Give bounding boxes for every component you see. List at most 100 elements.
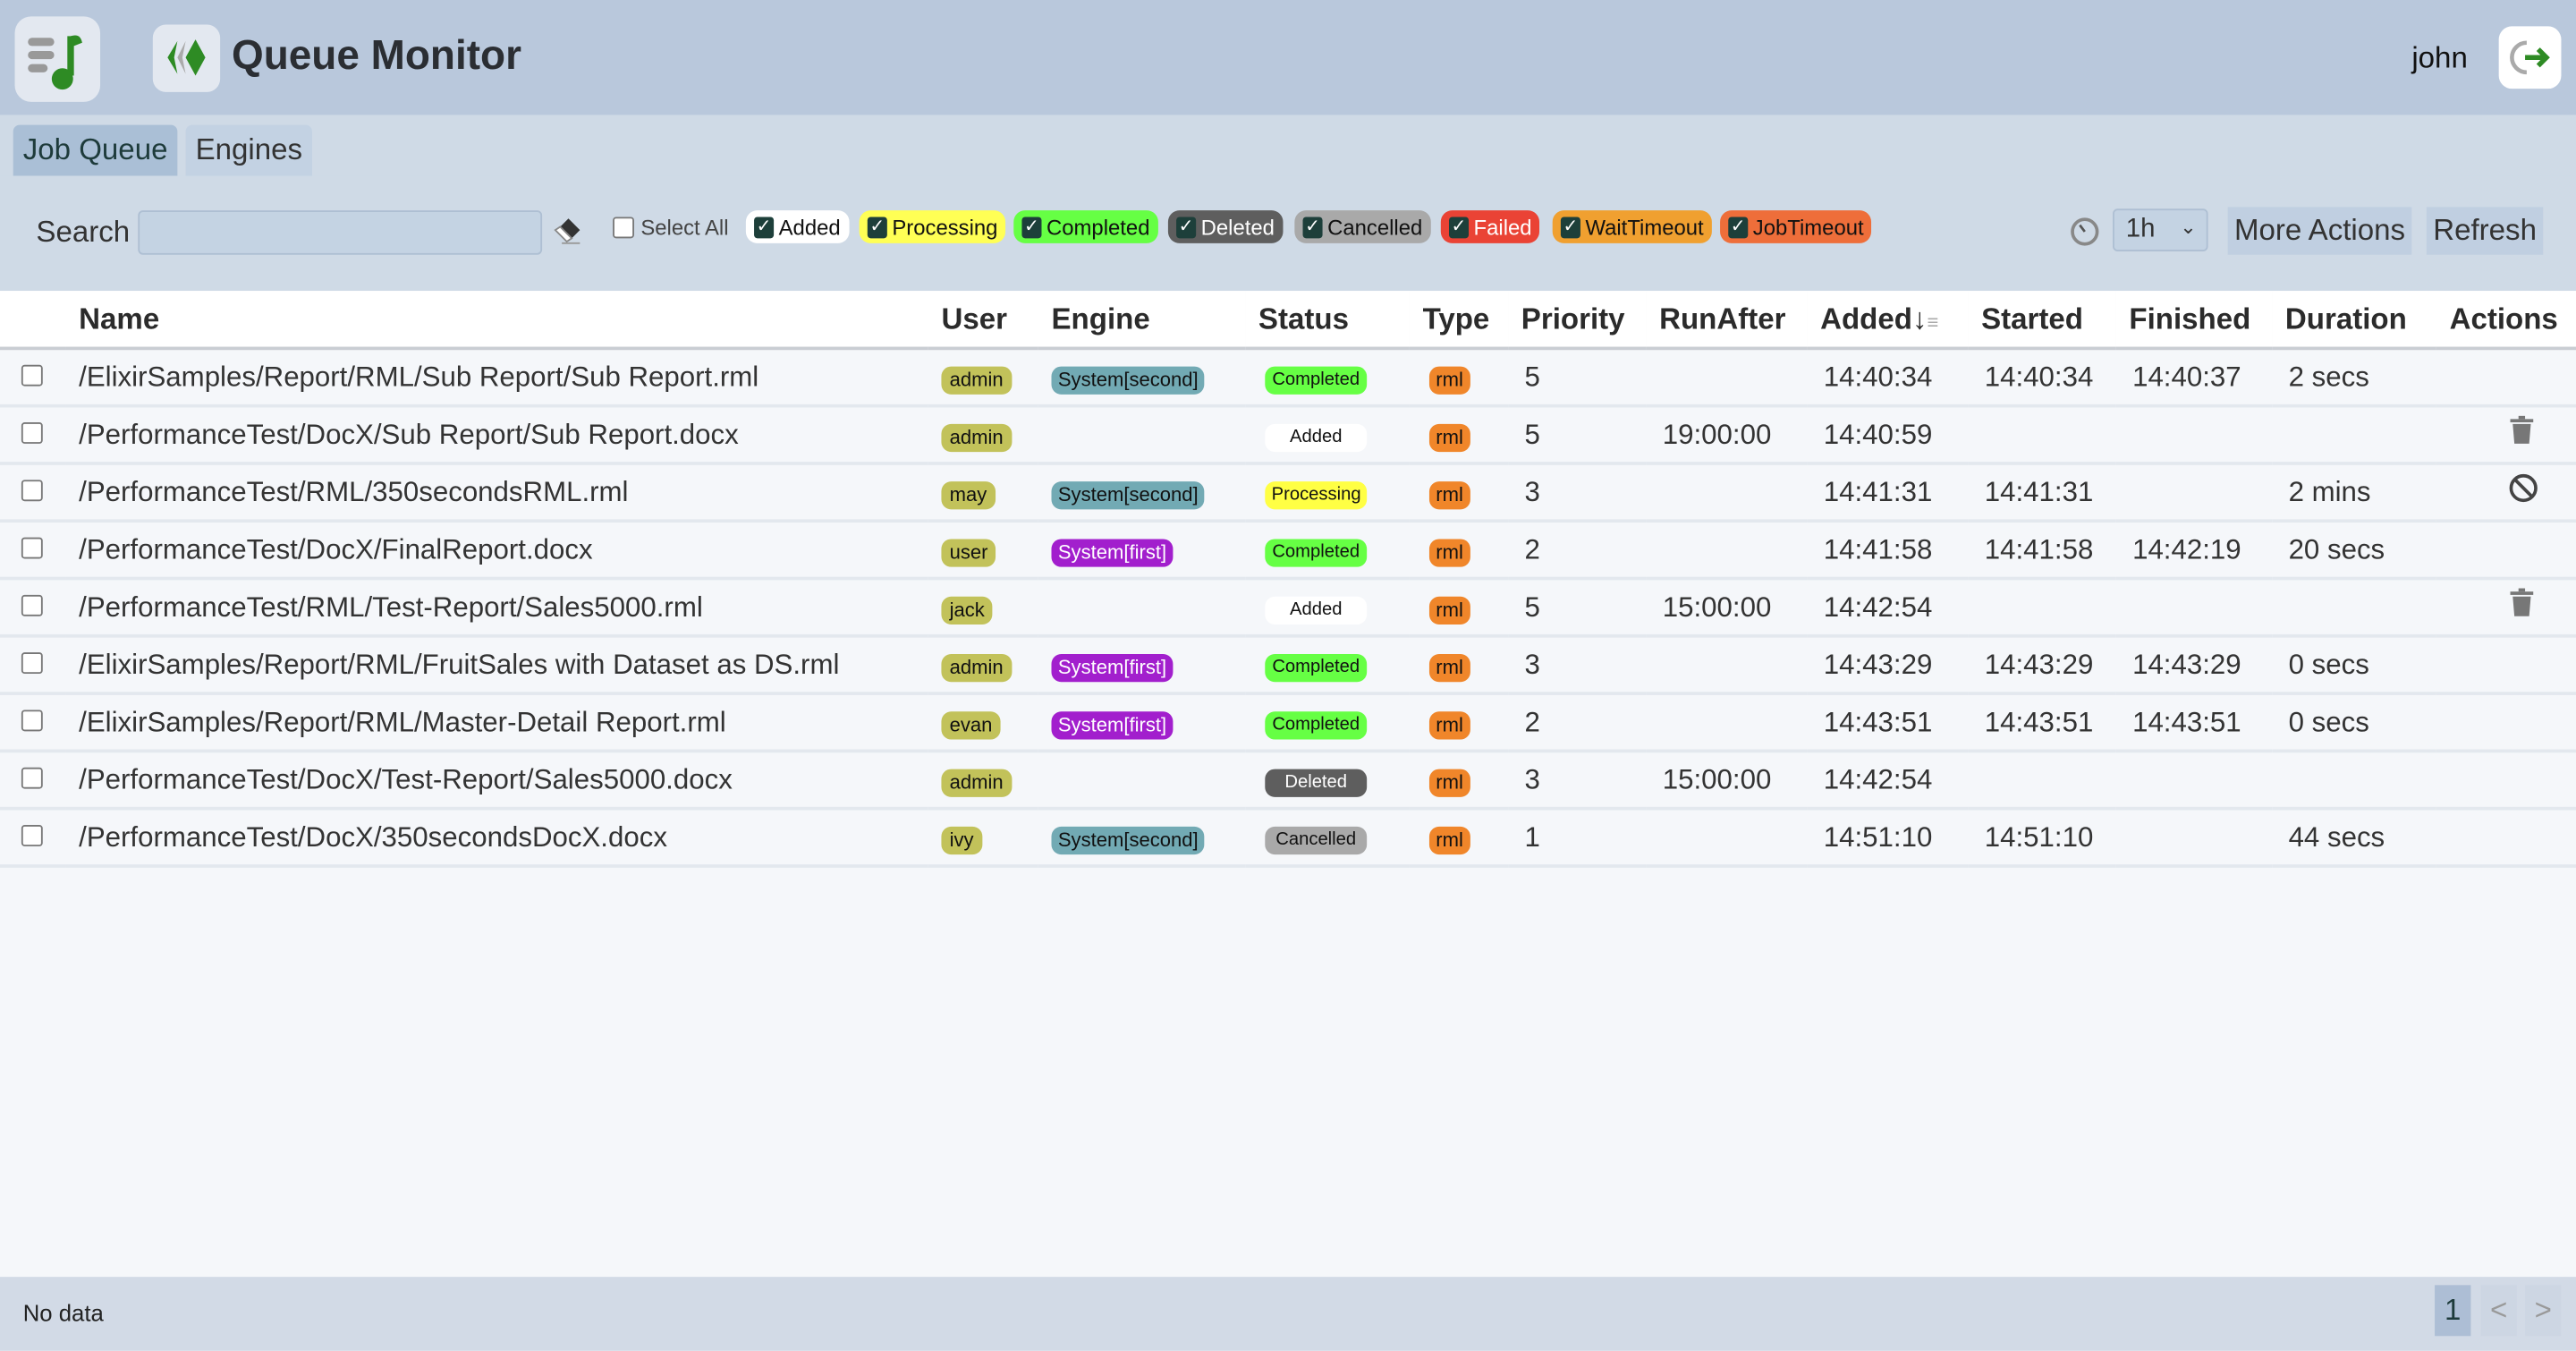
status-badge: Added [1265, 423, 1368, 453]
timer-icon [2071, 217, 2099, 246]
run-after: 19:00:00 [1662, 418, 1772, 450]
run-after [1646, 348, 1807, 405]
row-checkbox[interactable] [21, 593, 43, 616]
type-cell: rml [1410, 809, 1508, 866]
row-checkbox[interactable] [21, 709, 43, 731]
filter-failed[interactable]: ✓ Failed [1440, 210, 1540, 243]
row-select-cell [0, 809, 65, 866]
status-badge: Deleted [1265, 769, 1368, 797]
started-time [1968, 751, 2115, 808]
started-time: 14:43:51 [1984, 705, 2094, 737]
type-cell: rml [1410, 521, 1508, 578]
prev-page-button[interactable]: < [2480, 1285, 2517, 1337]
page-1-button[interactable]: 1 [2435, 1285, 2471, 1337]
trash-icon[interactable] [2509, 415, 2535, 446]
time-range-select[interactable]: 1h ⌄ [2113, 208, 2208, 252]
table-row[interactable]: /PerformanceTest/DocX/FinalReport.docx us… [0, 521, 2576, 579]
checkbox-checked-icon[interactable]: ✓ [1176, 216, 1197, 238]
sort-icon: ≡ [1927, 310, 1939, 333]
eraser-icon[interactable] [552, 216, 585, 245]
refresh-button[interactable]: Refresh [2426, 207, 2544, 255]
user-badge: jack [941, 595, 994, 625]
logout-button[interactable] [2498, 26, 2562, 89]
checkbox-checked-icon[interactable]: ✓ [1560, 216, 1580, 238]
user-cell: admin [928, 751, 1038, 808]
added-time: 14:40:34 [1823, 361, 1933, 393]
row-checkbox[interactable] [21, 421, 43, 443]
row-checkbox[interactable] [21, 536, 43, 558]
user-cell: ivy [928, 809, 1038, 866]
table-header: Name User Engine Status Type Priority RunAfter… [0, 291, 2576, 349]
column-label: RunAfter [1659, 302, 1786, 335]
filter-jobtimeout[interactable]: ✓ JobTimeout [1720, 210, 1872, 243]
search-input[interactable] [138, 210, 543, 255]
row-checkbox[interactable] [21, 824, 43, 845]
table-row[interactable]: /PerformanceTest/DocX/Test-Report/Sales5… [0, 751, 2576, 809]
column-header-started[interactable]: Started [1968, 291, 2115, 348]
run-after [1646, 809, 1807, 866]
tab-engines[interactable]: Engines [185, 124, 313, 176]
menu-button[interactable] [14, 16, 101, 102]
column-header-engine[interactable]: Engine [1038, 291, 1245, 348]
header: Queue Monitor john [0, 0, 2576, 115]
row-checkbox[interactable] [21, 363, 43, 386]
next-page-button[interactable]: > [2525, 1285, 2562, 1337]
checkbox-checked-icon[interactable]: ✓ [1021, 216, 1042, 238]
filter-processing[interactable]: ✓ Processing [859, 210, 1006, 243]
column-header-user[interactable]: User [928, 291, 1038, 348]
column-header-added[interactable]: Added↓≡ [1807, 291, 1968, 348]
table-row[interactable]: /PerformanceTest/DocX/Sub Report/Sub Rep… [0, 406, 2576, 463]
more-actions-button[interactable]: More Actions [2227, 207, 2412, 255]
checkbox-checked-icon[interactable]: ✓ [1728, 216, 1749, 238]
column-header-duration[interactable]: Duration [2272, 291, 2436, 348]
column-label: Added↓ [1820, 302, 1928, 335]
user-badge: may [941, 480, 996, 509]
engine-cell: System[second] [1038, 348, 1245, 405]
column-header-actions[interactable]: Actions [2436, 291, 2576, 348]
type-cell: rml [1410, 693, 1508, 751]
chevron-down-icon: ⌄ [2180, 215, 2197, 239]
column-header-status[interactable]: Status [1245, 291, 1410, 348]
username: john [2411, 40, 2468, 74]
table-row[interactable]: /PerformanceTest/RML/Test-Report/Sales50… [0, 579, 2576, 636]
checkbox-checked-icon[interactable]: ✓ [1448, 216, 1470, 238]
user-cell: may [928, 463, 1038, 521]
filter-cancelled[interactable]: ✓ Cancelled [1294, 210, 1431, 243]
checkbox-checked-icon[interactable]: ✓ [754, 216, 775, 238]
column-header-finished[interactable]: Finished [2116, 291, 2272, 348]
job-name: /PerformanceTest/DocX/FinalReport.docx [79, 533, 593, 565]
table-row[interactable]: /ElixirSamples/Report/RML/Master-Detail … [0, 693, 2576, 752]
filter-deleted[interactable]: ✓ Deleted [1167, 210, 1284, 243]
checkbox-checked-icon[interactable]: ✓ [867, 216, 887, 238]
table-row[interactable]: /ElixirSamples/Report/RML/FruitSales wit… [0, 636, 2576, 694]
checkbox[interactable] [613, 217, 634, 239]
queue-logo-icon [167, 39, 206, 76]
priority: 3 [1524, 763, 1540, 795]
filter-added[interactable]: ✓ Added [745, 210, 849, 243]
cancel-icon[interactable] [2509, 473, 2538, 503]
trash-icon[interactable] [2509, 588, 2535, 618]
priority: 5 [1524, 361, 1540, 393]
row-checkbox[interactable] [21, 479, 43, 501]
table-row[interactable]: /PerformanceTest/DocX/350secondsDocX.doc… [0, 809, 2576, 866]
row-checkbox[interactable] [21, 651, 43, 674]
filter-waittimeout[interactable]: ✓ WaitTimeout [1552, 210, 1712, 243]
type-badge: rml [1428, 653, 1470, 682]
table-row[interactable]: /ElixirSamples/Report/RML/Sub Report/Sub… [0, 348, 2576, 406]
job-name: /PerformanceTest/DocX/350secondsDocX.doc… [79, 820, 667, 853]
checkbox-checked-icon[interactable]: ✓ [1302, 216, 1323, 238]
row-checkbox[interactable] [21, 766, 43, 788]
column-header-priority[interactable]: Priority [1508, 291, 1646, 348]
filter-completed[interactable]: ✓ Completed [1013, 210, 1158, 243]
column-label: Started [1981, 302, 2084, 335]
header-select [0, 291, 65, 348]
table-row[interactable]: /PerformanceTest/RML/350secondsRML.rml ma… [0, 463, 2576, 522]
tab-job-queue[interactable]: Job Queue [13, 124, 178, 176]
row-select-cell [0, 636, 65, 693]
column-header-name[interactable]: Name [65, 291, 928, 348]
column-header-runafter[interactable]: RunAfter [1646, 291, 1807, 348]
column-header-type[interactable]: Type [1410, 291, 1508, 348]
search-label: Search [36, 215, 131, 249]
added-time: 14:43:29 [1823, 648, 1933, 680]
select-all-checkbox[interactable]: Select All [613, 216, 729, 240]
